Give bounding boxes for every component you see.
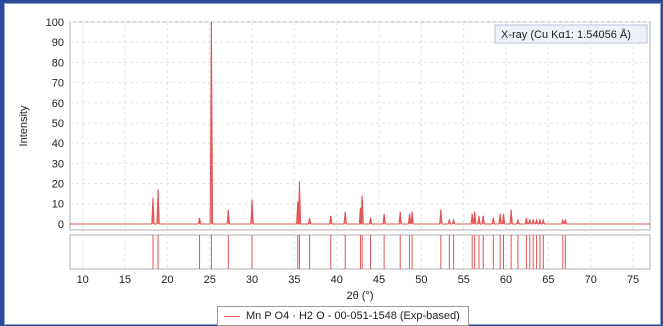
x-tick-label: 10 <box>77 274 89 286</box>
chart-frame: 0 10 20 30 40 50 60 70 80 90 100 10 15 20 25 30 35 40 45 5… <box>4 3 661 326</box>
y-tick-label: 100 <box>46 17 64 29</box>
pattern-line <box>70 21 650 225</box>
legend: Mn P O4 · H2 O - 00-051-1548 (Exp-based) <box>217 306 469 326</box>
x-tick-label: 70 <box>585 274 597 286</box>
reference-sticks <box>152 235 566 269</box>
y-tick-label: 30 <box>52 158 64 170</box>
x-axis-ticks: 10 15 20 25 30 35 40 45 50 55 60 65 70 75 <box>77 274 640 286</box>
xrd-chart: 0 10 20 30 40 50 60 70 80 90 100 10 15 20 25 30 35 40 45 5… <box>18 17 651 302</box>
x-tick-label: 40 <box>331 274 343 286</box>
x-tick-label: 20 <box>161 274 173 286</box>
x-tick-label: 30 <box>246 274 258 286</box>
x-tick-label: 75 <box>627 274 639 286</box>
x-tick-label: 35 <box>288 274 300 286</box>
grid-lines <box>69 21 651 270</box>
radiation-annotation: X-ray (Cu Kα1: 1.54056 Å) <box>494 24 648 44</box>
legend-swatch <box>224 315 240 317</box>
x-tick-label: 15 <box>119 274 131 286</box>
plot-area <box>69 21 651 231</box>
x-tick-label: 65 <box>542 274 554 286</box>
y-tick-label: 90 <box>52 37 64 49</box>
y-tick-label: 0 <box>58 219 64 231</box>
x-tick-label: 55 <box>458 274 470 286</box>
y-tick-label: 20 <box>52 179 64 191</box>
x-tick-label: 25 <box>204 274 216 286</box>
y-tick-label: 60 <box>52 98 64 110</box>
y-tick-label: 10 <box>52 199 64 211</box>
y-tick-label: 80 <box>52 57 64 69</box>
y-axis-ticks: 0 10 20 30 40 50 60 70 80 90 100 <box>46 17 64 231</box>
x-tick-label: 45 <box>373 274 385 286</box>
diffraction-pattern <box>70 21 650 225</box>
y-tick-label: 50 <box>52 118 64 130</box>
radiation-annotation-text: X-ray (Cu Kα1: 1.54056 Å) <box>501 28 631 41</box>
x-axis-label: 2θ (°) <box>346 290 373 302</box>
x-tick-label: 50 <box>415 274 427 286</box>
legend-label: Mn P O4 · H2 O - 00-051-1548 (Exp-based) <box>246 310 460 322</box>
y-axis-label: Intensity <box>18 105 30 146</box>
y-tick-label: 70 <box>52 78 64 90</box>
y-tick-label: 40 <box>52 138 64 150</box>
x-tick-label: 60 <box>500 274 512 286</box>
